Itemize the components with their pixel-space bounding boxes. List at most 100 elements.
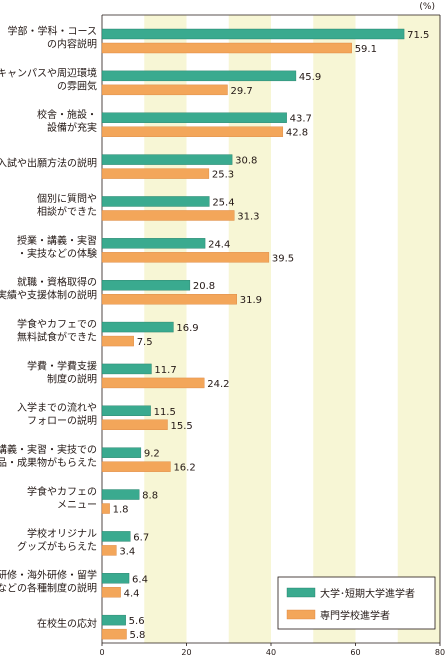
category-label: 作品・成果物がもらえた xyxy=(0,456,97,469)
value-label: 11.7 xyxy=(154,365,176,376)
category-label: グッズがもらえた xyxy=(17,540,97,553)
category-label: 授業・講義・実習・実技での xyxy=(0,443,97,456)
category-labels: 学部・学科・コースの内容説明キャンパスや周辺環境の雰囲気校舎・施設・設備が充実入… xyxy=(0,24,97,630)
legend-swatch-university xyxy=(286,587,316,598)
bar-university xyxy=(101,405,151,416)
value-label: 5.6 xyxy=(129,616,145,627)
background-band xyxy=(397,15,440,643)
bar-university xyxy=(101,154,233,165)
category-label: 入試や出願方法の説明 xyxy=(0,157,97,170)
bar-university xyxy=(101,280,191,291)
bar-vocational xyxy=(101,294,237,305)
value-label: 15.5 xyxy=(170,421,192,432)
category-label: 校舎・施設・ xyxy=(37,108,97,121)
background-band xyxy=(313,15,356,643)
bar-university xyxy=(101,196,210,207)
value-label: 11.5 xyxy=(154,407,176,418)
background-band xyxy=(228,15,271,643)
category-label: 制度の説明 xyxy=(47,372,97,385)
category-label: 学校オリジナル xyxy=(27,527,97,540)
bar-university xyxy=(101,573,130,584)
value-label: 16.2 xyxy=(173,463,195,474)
value-label: 3.4 xyxy=(119,546,135,557)
category-label: の内容説明 xyxy=(47,37,97,50)
category-label: 在校生の応対 xyxy=(37,617,97,630)
category-label: 個別に質問や xyxy=(37,192,97,205)
category-label: メニュー xyxy=(57,500,97,511)
category-label: 就職・資格取得の xyxy=(17,276,97,289)
bar-vocational xyxy=(101,587,121,598)
bar-vocational xyxy=(101,335,134,347)
unit-label: (%) xyxy=(419,2,435,12)
value-label: 30.8 xyxy=(235,156,257,167)
category-label: 学食やカフェの xyxy=(27,485,97,498)
category-label: 実績や支援体制の説明 xyxy=(0,289,97,302)
value-label: 20.8 xyxy=(193,281,215,292)
category-label: ・実技などの体験 xyxy=(17,247,97,260)
legend-label: 専門学校進学者 xyxy=(320,609,390,622)
value-label: 6.7 xyxy=(133,532,149,543)
bar-university xyxy=(101,321,174,333)
value-label: 6.4 xyxy=(132,574,148,585)
category-label: 設備が充実 xyxy=(47,121,97,134)
bar-vocational xyxy=(101,377,205,389)
bar-vocational xyxy=(101,210,235,221)
bar-vocational xyxy=(101,461,171,472)
bar-vocational xyxy=(101,252,270,263)
category-label: 入学までの流れや xyxy=(17,401,97,414)
value-label: 25.3 xyxy=(212,170,234,181)
value-label: 71.5 xyxy=(407,30,429,41)
value-label: 7.5 xyxy=(137,337,153,348)
x-tick-label: 80 xyxy=(435,648,445,657)
category-label: 企業研修・海外研修・留学 xyxy=(0,569,97,582)
value-label: 8.8 xyxy=(142,491,158,502)
value-label: 25.4 xyxy=(212,197,234,208)
value-label: 31.3 xyxy=(237,211,259,222)
legend-label: 大学･短期大学進学者 xyxy=(320,587,415,600)
bar-vocational xyxy=(101,503,110,514)
value-label: 24.2 xyxy=(207,379,229,390)
value-label: 5.8 xyxy=(130,630,146,641)
x-tick-label: 0 xyxy=(99,648,104,657)
value-label: 39.5 xyxy=(272,253,294,264)
legend-swatch-vocational xyxy=(286,609,316,620)
category-label: 授業・講義・実習 xyxy=(17,234,97,247)
category-label: 無料試食ができた xyxy=(17,331,97,344)
value-label: 29.7 xyxy=(230,86,252,97)
category-label: キャンパスや周辺環境 xyxy=(0,66,97,79)
bar-university xyxy=(101,363,152,375)
value-label: 31.9 xyxy=(240,295,262,306)
bar-university xyxy=(101,70,297,82)
x-tick-label: 60 xyxy=(350,648,360,657)
value-label: 45.9 xyxy=(299,72,321,83)
value-label: 4.4 xyxy=(124,588,140,599)
bar-university xyxy=(101,238,206,249)
category-label: 学費・学費支援 xyxy=(27,359,97,372)
value-label: 43.7 xyxy=(290,114,312,125)
category-label: の雰囲気 xyxy=(57,79,97,92)
legend-box xyxy=(277,576,436,630)
bar-university xyxy=(101,531,131,542)
bar-vocational xyxy=(101,42,352,54)
category-label: 学食やカフェでの xyxy=(17,318,97,331)
bar-university xyxy=(101,28,405,40)
bar-university xyxy=(101,489,140,500)
category-label: 学部・学科・コース xyxy=(8,24,98,37)
bar-vocational xyxy=(101,419,168,430)
x-tick-label: 40 xyxy=(266,648,276,657)
category-label: フォローの説明 xyxy=(27,414,97,427)
bars-group: 71.5 59.1 45.9 29.7 43.7 42.8 30.825.3 25.431.3… xyxy=(101,28,429,641)
category-label: 相談ができた xyxy=(37,205,97,218)
bar-university xyxy=(101,614,126,626)
value-label: 24.4 xyxy=(208,239,230,250)
bar-university xyxy=(101,447,142,458)
bar-vocational xyxy=(101,628,127,640)
x-tick-label: 20 xyxy=(181,648,191,657)
bar-vocational xyxy=(101,84,228,96)
value-label: 9.2 xyxy=(144,449,160,460)
bar-vocational xyxy=(101,545,117,556)
category-label: などの各種制度の説明 xyxy=(0,582,97,595)
value-label: 59.1 xyxy=(355,44,377,55)
value-label: 42.8 xyxy=(286,128,308,139)
